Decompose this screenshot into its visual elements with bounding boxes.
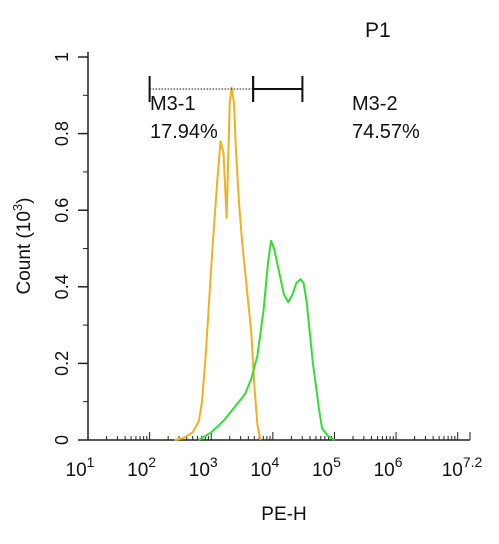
y-axis-title-exponent: 3 [10,204,25,211]
x-tick-label: 103 [189,454,218,481]
x-tick-base: 10 [374,460,395,481]
x-tick-exponent: 4 [272,454,280,470]
x-tick-base: 10 [312,460,333,481]
series-layer [174,86,336,441]
x-tick-label: 106 [374,454,403,481]
x-tick-exponent: 5 [333,454,341,470]
y-tick-label: 0.4 [52,274,72,299]
x-tick-base: 10 [66,460,87,481]
y-tick-label: 0.8 [52,121,72,146]
y-tick-label: 0 [52,435,72,445]
x-tick-base: 10 [250,460,271,481]
x-tick-exponent: 1 [87,454,95,470]
x-tick-exponent: 6 [395,454,403,470]
marker-percent: 74.57% [352,121,420,143]
x-tick-exponent: 3 [210,454,218,470]
marker-name: M3-2 [352,93,398,115]
y-axis-title: Count (103) [10,197,35,294]
y-tick-label: 0.2 [52,351,72,376]
x-tick-label: 104 [250,454,279,481]
x-tick-exponent: 2 [148,454,156,470]
y-axis-title-main: Count (10 [14,211,35,294]
y-axis-ticks: 0 0.2 0.4 0.6 0.8 1 [52,52,88,445]
x-tick-label: 101 [66,454,95,481]
x-tick-base: 10 [189,460,210,481]
x-axis-ticks: 101 102 103 104 105 106 107.2 [66,432,483,481]
y-tick-label: 0.6 [52,198,72,223]
marker-percent: 17.94% [150,121,218,143]
x-tick-label: 102 [127,454,156,481]
series-line-2 [198,239,336,441]
x-tick-label: 105 [312,454,341,481]
x-tick-label: 107.2 [442,454,483,481]
y-axis-title-close: ) [14,197,35,203]
x-axis-title: PE-H [261,504,306,525]
x-tick-base: 10 [442,460,463,481]
y-tick-label: 1 [52,52,72,62]
series-line-1 [174,86,262,441]
marker-layer: M3-1 17.94% M3-2 74.57% [148,76,420,143]
gate-label: P1 [365,19,391,42]
x-tick-exponent: 7.2 [463,454,483,470]
x-tick-base: 10 [127,460,148,481]
marker-name: M3-1 [150,93,196,115]
